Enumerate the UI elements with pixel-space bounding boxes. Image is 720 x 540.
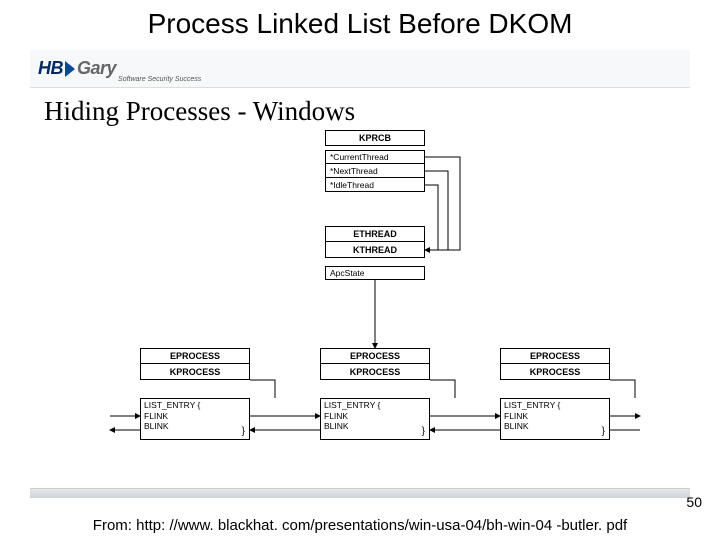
page-number: 50 (686, 494, 702, 510)
logo-hb: HB (38, 58, 63, 79)
logo-gary: Gary (77, 58, 116, 79)
listentry-blink: BLINK (324, 421, 349, 432)
inner-title: Hiding Processes - Windows (44, 96, 355, 127)
ethread-header: ETHREAD (325, 226, 425, 242)
logo-bar: HB Gary Software Security Success (30, 50, 690, 88)
listentry-flink: FLINK (504, 411, 528, 422)
logo-tagline: Software Security Success (118, 76, 201, 83)
eprocess-2-listentry: LIST_ENTRY { FLINK BLINK } (500, 398, 610, 440)
listentry-title: LIST_ENTRY { (504, 400, 560, 411)
kprcb-field-2: *IdleThread (325, 178, 425, 192)
listentry-close: } (242, 426, 245, 439)
listentry-blink: BLINK (504, 421, 529, 432)
kprcb-field-0: *CurrentThread (325, 150, 425, 164)
eprocess-2-header: EPROCESS (500, 348, 610, 364)
slide-title: Process Linked List Before DKOM (0, 0, 720, 46)
eprocess-1-header: EPROCESS (320, 348, 430, 364)
listentry-close: } (602, 426, 605, 439)
listentry-close: } (422, 426, 425, 439)
logo-arrow-icon (65, 61, 75, 77)
kthread-header: KTHREAD (325, 242, 425, 258)
listentry-title: LIST_ENTRY { (324, 400, 380, 411)
kprcb-header: KPRCB (325, 130, 425, 146)
eprocess-0-header: EPROCESS (140, 348, 250, 364)
eprocess-1-kprocess: KPROCESS (320, 364, 430, 380)
eprocess-1-listentry: LIST_ENTRY { FLINK BLINK } (320, 398, 430, 440)
eprocess-0-kprocess: KPROCESS (140, 364, 250, 380)
source-citation: From: http: //www. blackhat. com/present… (0, 517, 720, 534)
footer-bar (30, 488, 690, 498)
eprocess-2-kprocess: KPROCESS (500, 364, 610, 380)
apcstate-box: ApcState (325, 266, 425, 280)
listentry-blink: BLINK (144, 421, 169, 432)
eprocess-0-listentry: LIST_ENTRY { FLINK BLINK } (140, 398, 250, 440)
kprcb-field-1: *NextThread (325, 164, 425, 178)
diagram: KPRCB *CurrentThread *NextThread *IdleTh… (30, 130, 690, 480)
listentry-flink: FLINK (324, 411, 348, 422)
listentry-flink: FLINK (144, 411, 168, 422)
listentry-title: LIST_ENTRY { (144, 400, 200, 411)
slide-content: HB Gary Software Security Success Hiding… (30, 50, 690, 490)
